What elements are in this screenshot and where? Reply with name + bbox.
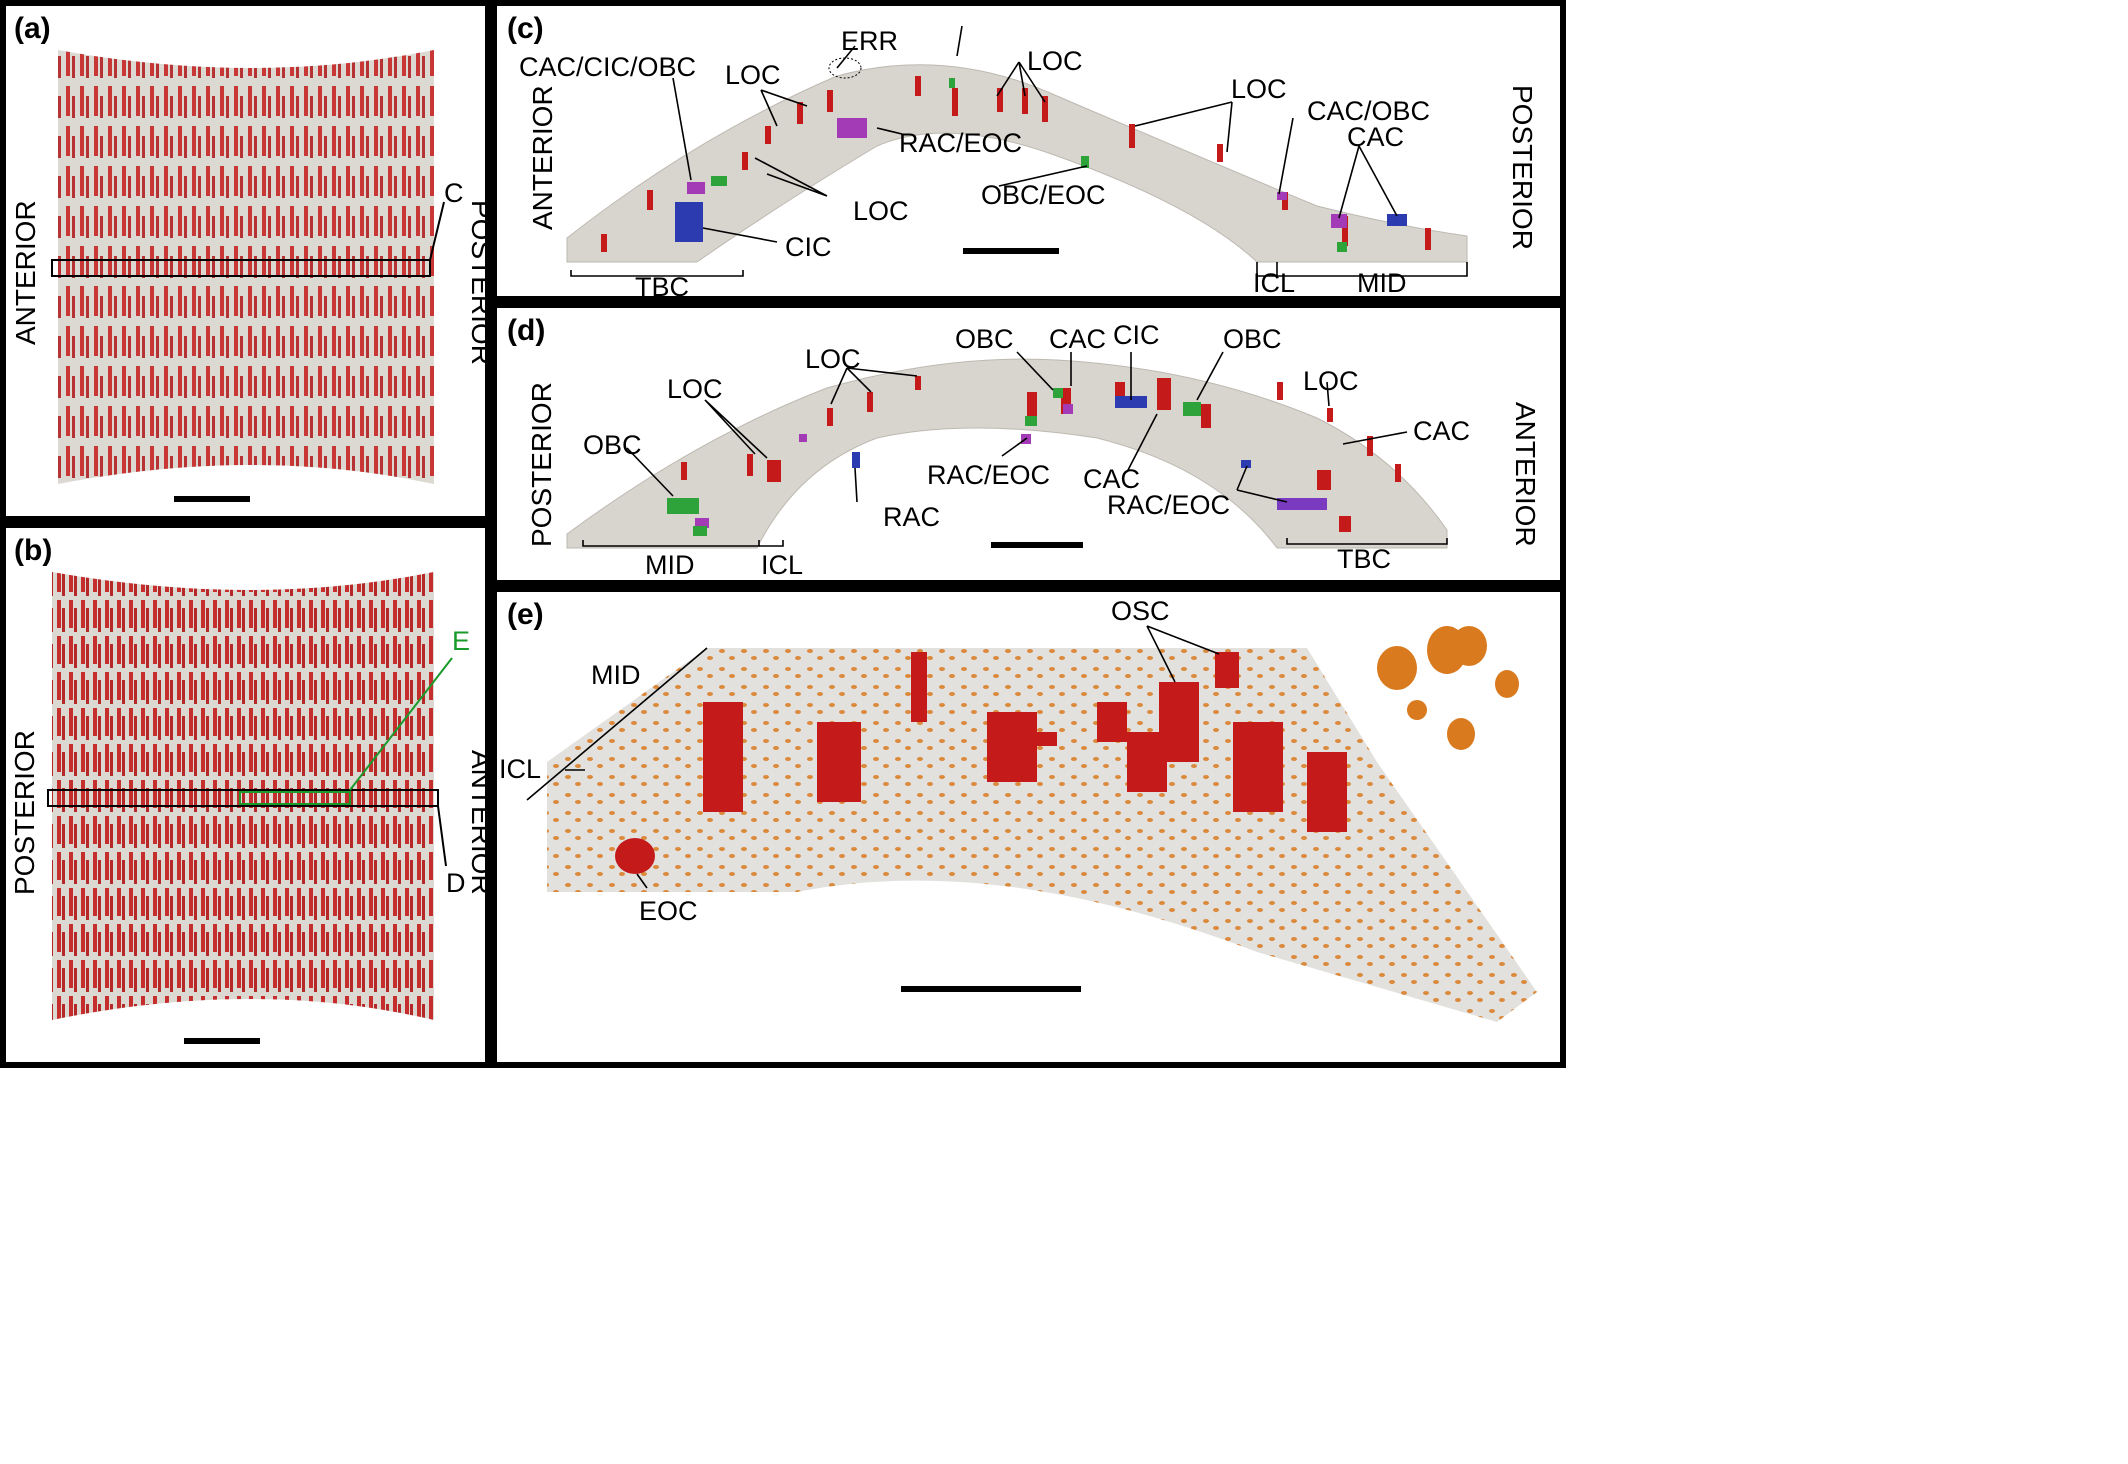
panel-e-osc-label: OSC — [1111, 596, 1170, 626]
panel-d-cac-mid-label: CAC — [1083, 464, 1141, 494]
panel-c-obc-eoc-label: OBC/EOC — [981, 180, 1106, 210]
panel-d-loc-label-1: LOC — [667, 374, 723, 404]
panel-d-cortex-render — [566, 351, 1448, 549]
panel-c-cac-cic-obc-label: CAC/CIC/OBC — [519, 52, 697, 82]
panel-e-osteocyte-render — [526, 625, 1537, 1022]
panel-a: (a) ANTERIOR POSTERIOR C — [0, 0, 491, 522]
panel-c-loc-label-4: LOC — [853, 196, 909, 226]
panel-d-anterior-label: ANTERIOR — [1510, 402, 1541, 547]
panel-c-loc-label-1: LOC — [725, 60, 781, 90]
panel-d: (d) POSTERIOR ANTERIOR OBC CAC CIC OBC L… — [491, 302, 1566, 586]
panel-d-obc-right-label: OBC — [1223, 324, 1282, 354]
panel-d-loc-label-2: LOC — [805, 344, 861, 374]
panel-e-label: (e) — [507, 598, 544, 631]
panel-d-loc-label-3: LOC — [1303, 366, 1359, 396]
panel-d-label: (d) — [507, 314, 546, 347]
panel-c-loc-label-2: LOC — [1027, 46, 1083, 76]
panel-d-rac-eoc-label-2: RAC/EOC — [1107, 490, 1231, 520]
panel-d-cic-label: CIC — [1113, 320, 1160, 350]
panel-c-icl-label: ICL — [1253, 268, 1296, 298]
panel-d-obc-left-label: OBC — [583, 430, 642, 460]
panel-b-scale-bar — [184, 1038, 260, 1044]
panel-d-icl-label: ICL — [761, 550, 804, 580]
panel-b: (b) POSTERIOR ANTERIOR E D — [0, 522, 491, 1068]
panel-a-anterior-label: ANTERIOR — [10, 200, 41, 345]
panel-c-cortex-render — [566, 25, 1468, 277]
panel-e-icl-label: ICL — [499, 754, 542, 784]
panel-c-err-label: ERR — [841, 26, 899, 56]
panel-a-microct-render — [51, 50, 445, 484]
panel-c-loc-label-3: LOC — [1231, 74, 1287, 104]
panel-c-cic-label: CIC — [785, 232, 832, 262]
panel-d-scale-bar — [991, 542, 1083, 548]
panel-d-obc-top-label: OBC — [955, 324, 1014, 354]
panel-a-slice-c-label: C — [444, 178, 464, 208]
panel-d-cac-right-label: CAC — [1413, 416, 1471, 446]
panel-d-cac-top-label: CAC — [1049, 324, 1107, 354]
panel-d-mid-label: MID — [645, 550, 695, 580]
panel-b-microct-render — [47, 572, 453, 1020]
panel-c-tbc-label: TBC — [635, 272, 689, 302]
panel-a-label: (a) — [14, 12, 51, 45]
panel-e-eoc-label: EOC — [639, 896, 698, 926]
panel-b-label: (b) — [14, 534, 53, 567]
panel-a-posterior-label: POSTERIOR — [466, 200, 491, 365]
panel-b-slice-e-label: E — [452, 626, 471, 656]
panel-a-scale-bar — [174, 496, 250, 502]
panel-d-rac-eoc-label-1: RAC/EOC — [927, 460, 1051, 490]
panel-c: (c) ANTERIOR POSTERIOR ERR CAC/CIC/OBC L… — [491, 0, 1566, 302]
panel-c-posterior-label: POSTERIOR — [1507, 85, 1538, 250]
panel-d-tbc-label: TBC — [1337, 544, 1391, 574]
panel-d-posterior-label: POSTERIOR — [526, 382, 557, 547]
panel-c-rac-eoc-label: RAC/EOC — [899, 128, 1023, 158]
panel-b-slice-d-label: D — [446, 868, 466, 898]
panel-c-cac-label: CAC — [1347, 122, 1405, 152]
panel-b-anterior-label: ANTERIOR — [466, 750, 491, 895]
panel-d-rac-label: RAC — [883, 502, 941, 532]
panel-e: (e) OSC MID ICL EOC — [491, 586, 1566, 1068]
panel-c-label: (c) — [507, 12, 544, 45]
panel-c-cac-obc-label: CAC/OBC — [1307, 96, 1431, 126]
panel-c-anterior-label: ANTERIOR — [527, 85, 558, 230]
panel-e-scale-bar — [901, 986, 1081, 992]
panel-c-scale-bar — [963, 248, 1059, 254]
panel-b-posterior-label: POSTERIOR — [9, 730, 40, 895]
panel-c-mid-label: MID — [1357, 268, 1407, 298]
panel-e-mid-label: MID — [591, 660, 641, 690]
